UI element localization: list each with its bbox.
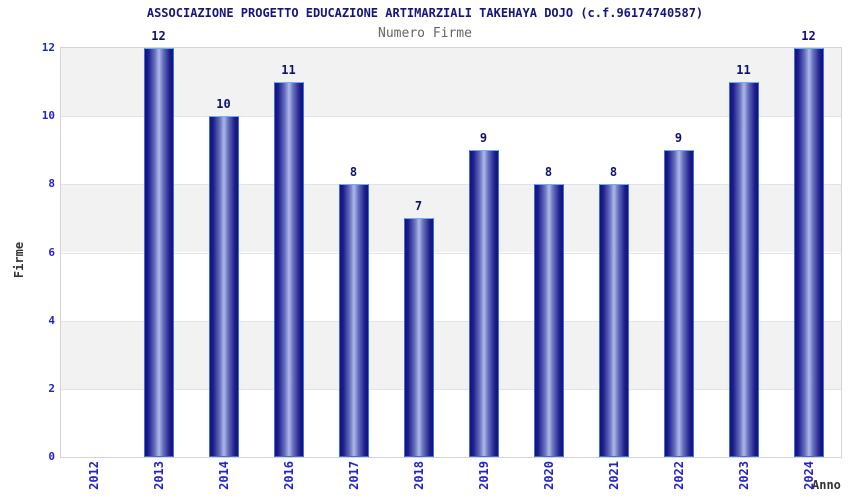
bar-value-label: 9 bbox=[479, 131, 488, 146]
gridline bbox=[61, 252, 841, 254]
bar-2020 bbox=[533, 184, 564, 457]
bar-2016 bbox=[273, 82, 304, 457]
x-tick-label: 2020 bbox=[541, 461, 556, 490]
y-tick-label: 10 bbox=[41, 109, 55, 123]
plot-area: 0 2 4 6 8 10 12 12 10 11 8 7 9 8 8 9 11 12 2012 2013 2014 201… bbox=[42, 29, 842, 490]
x-axis-title: Anno bbox=[812, 478, 841, 492]
bar-value-label: 8 bbox=[544, 165, 553, 180]
bar-2019 bbox=[468, 150, 499, 457]
bar-2023 bbox=[728, 82, 759, 457]
x-tick-label: 2019 bbox=[476, 461, 491, 490]
gridline bbox=[61, 184, 841, 186]
x-tick-label: 2017 bbox=[346, 461, 361, 490]
x-tick-label: 2012 bbox=[86, 461, 101, 490]
x-tick-label: 2023 bbox=[736, 461, 751, 490]
grid-band bbox=[61, 48, 841, 117]
grid-band bbox=[61, 116, 841, 185]
gridline bbox=[61, 116, 841, 118]
bar-2022 bbox=[663, 150, 694, 457]
bar-2013 bbox=[143, 48, 174, 457]
y-tick-label: 0 bbox=[48, 450, 55, 463]
x-tick-label: 2022 bbox=[671, 461, 686, 490]
bar-2021 bbox=[598, 184, 629, 457]
bar-value-label: 11 bbox=[281, 63, 296, 78]
bar-value-label: 10 bbox=[216, 97, 231, 112]
bar-2018 bbox=[403, 218, 434, 457]
chart-title: ASSOCIAZIONE PROGETTO EDUCAZIONE ARTIMAR… bbox=[146, 6, 704, 20]
y-tick-label: 2 bbox=[48, 381, 55, 395]
y-tick-label: 6 bbox=[48, 245, 55, 259]
bar-value-label: 12 bbox=[801, 29, 816, 43]
grid-band bbox=[61, 388, 841, 457]
bar-2014 bbox=[208, 116, 239, 457]
grid-band bbox=[61, 252, 841, 321]
y-tick-label: 4 bbox=[48, 313, 55, 327]
x-tick-label: 2016 bbox=[281, 461, 296, 490]
x-tick-label: 2013 bbox=[151, 461, 166, 490]
chart-subtitle: Numero Firme bbox=[378, 26, 472, 41]
grid-band bbox=[61, 184, 841, 253]
bar-value-label: 9 bbox=[674, 131, 683, 146]
x-tick-label: 2014 bbox=[216, 461, 231, 490]
bar-value-label: 12 bbox=[151, 29, 166, 43]
gridline bbox=[61, 320, 841, 322]
bar-value-label: 11 bbox=[736, 63, 751, 78]
gridline bbox=[61, 388, 841, 390]
y-tick-label: 8 bbox=[48, 177, 55, 191]
y-tick-label: 12 bbox=[41, 41, 55, 54]
x-tick-label: 2018 bbox=[411, 461, 426, 490]
x-tick-label: 2024 bbox=[801, 461, 816, 490]
y-axis-title: Firme bbox=[12, 241, 26, 279]
bar-value-label: 7 bbox=[414, 199, 423, 214]
bar-value-label: 8 bbox=[349, 165, 358, 180]
x-tick-label: 2021 bbox=[606, 461, 621, 490]
bar-value-label: 8 bbox=[609, 165, 618, 180]
bar-2017 bbox=[338, 184, 369, 457]
grid-band bbox=[61, 320, 841, 389]
bar-2024 bbox=[793, 48, 824, 457]
